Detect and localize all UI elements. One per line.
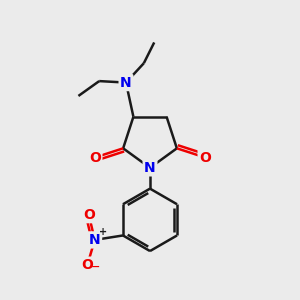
Text: O: O [83, 208, 95, 222]
Text: N: N [120, 76, 132, 90]
Text: −: − [91, 262, 100, 272]
Text: O: O [89, 151, 101, 164]
Text: N: N [144, 161, 156, 175]
Text: +: + [99, 226, 107, 237]
Text: O: O [81, 258, 93, 272]
Text: N: N [89, 233, 100, 247]
Text: O: O [199, 151, 211, 164]
